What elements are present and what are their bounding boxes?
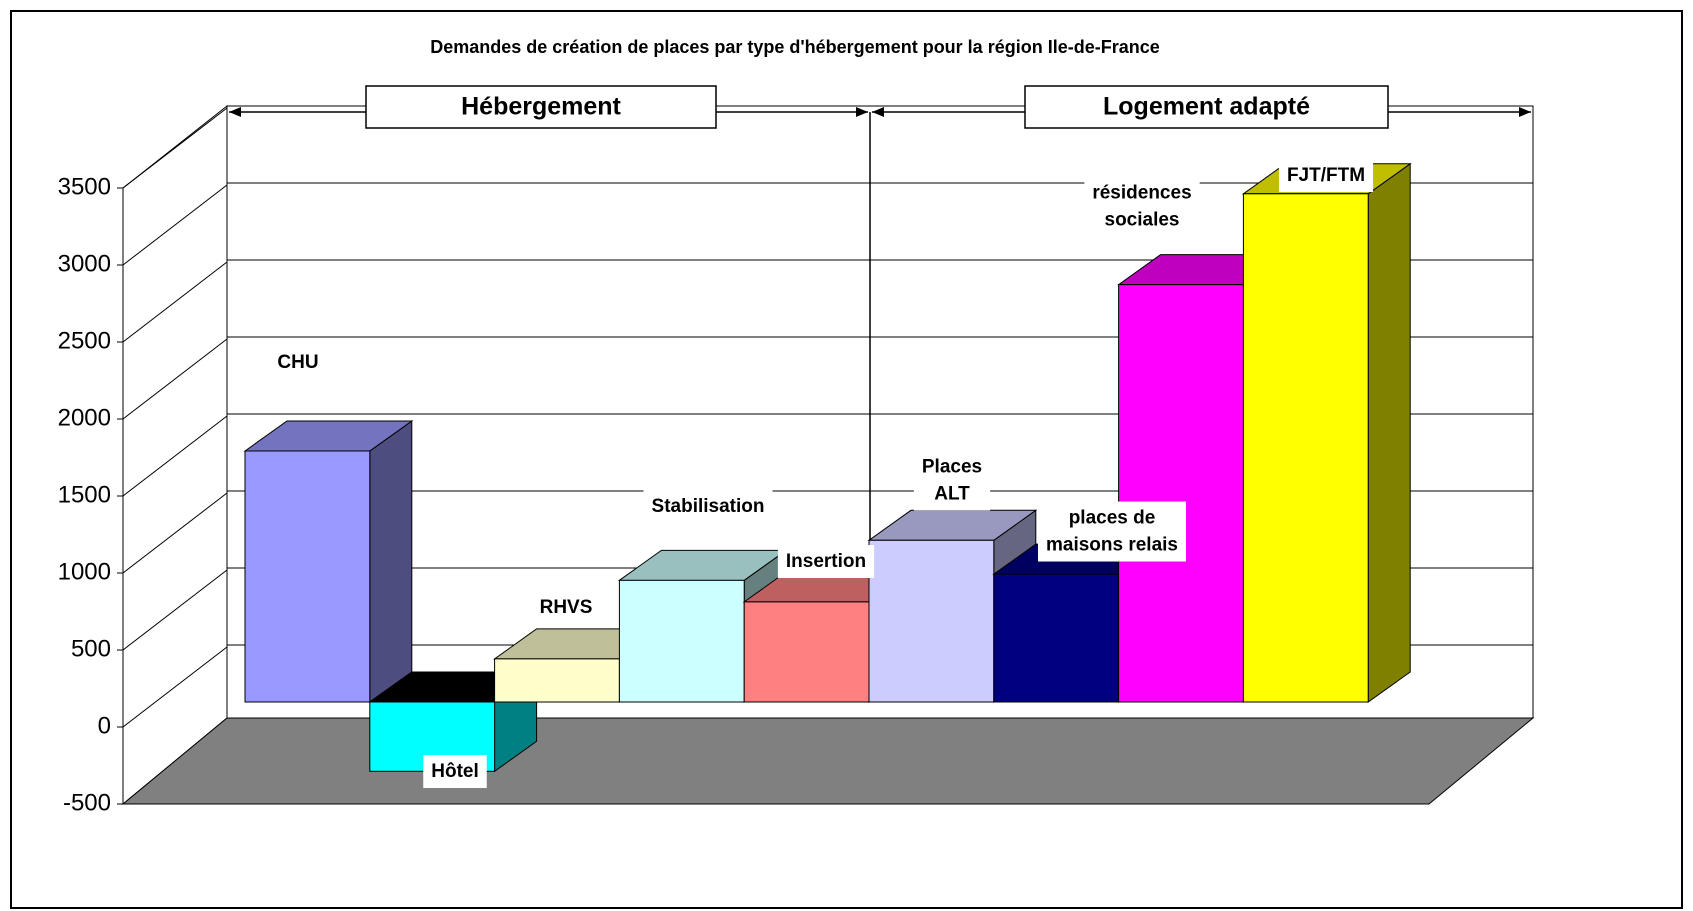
grid-line [122, 107, 228, 189]
data-label-bg [913, 450, 991, 511]
data-label: Stabilisation [652, 496, 765, 517]
chart-title: Demandes de création de places par type … [430, 37, 1159, 57]
data-label: résidences sociales [1092, 183, 1191, 231]
y-tick-label: 500 [71, 635, 111, 662]
data-label-line: ALT [934, 484, 970, 505]
arrow-head [872, 107, 884, 117]
data-label-line: Places [922, 457, 982, 478]
data-label-line: maisons relais [1046, 535, 1178, 556]
y-tick-label: 2500 [58, 327, 111, 354]
data-label-group: Stabilisation [643, 490, 773, 524]
data-label-group: Places ALT [913, 450, 991, 511]
bar-side [1367, 162, 1411, 703]
data-label-line: RHVS [540, 597, 593, 618]
data-label-line: Insertion [786, 551, 866, 572]
y-tick-label: 1000 [58, 558, 111, 585]
data-label-group: résidences sociales [1084, 176, 1200, 237]
group-box [1024, 85, 1389, 129]
y-tick-label: -500 [63, 789, 111, 816]
bar [1242, 193, 1369, 703]
grid-line [122, 184, 228, 266]
y-tick-label: 2000 [58, 404, 111, 431]
y-tick-label: 1500 [58, 481, 111, 508]
arrow-head [1519, 107, 1531, 117]
grid-line [122, 569, 228, 651]
data-label: Insertion [786, 551, 866, 572]
bar [743, 601, 870, 703]
data-label-line: résidences [1092, 183, 1191, 204]
bar [494, 658, 620, 703]
data-label-line: Hôtel [431, 761, 479, 782]
y-tick-label: 0 [98, 712, 111, 739]
data-label-bg [269, 346, 327, 380]
bar [993, 573, 1120, 703]
side-wall [122, 104, 228, 806]
bar [618, 579, 745, 703]
data-label-line: sociales [1105, 210, 1180, 231]
data-label-group: Hôtel [423, 755, 487, 789]
bar [244, 450, 371, 703]
bar [1118, 284, 1244, 703]
data-label: FJT/FTM [1287, 165, 1365, 186]
data-label-group: FJT/FTM [1278, 159, 1374, 193]
bar-side [369, 420, 413, 703]
grid-line [122, 261, 228, 343]
grid-line [122, 338, 228, 420]
grid-line [122, 415, 228, 497]
arrow-head [856, 107, 868, 117]
data-label-bg [531, 591, 601, 625]
data-label-line: FJT/FTM [1287, 165, 1365, 186]
data-label-bg [1037, 501, 1187, 562]
data-label-bg [643, 490, 773, 524]
grid-line [122, 646, 228, 728]
data-label: places de maisons relais [1046, 508, 1178, 556]
data-label-bg [777, 545, 875, 579]
data-label-bg [1278, 159, 1374, 193]
y-tick-label: 3500 [58, 173, 111, 200]
data-label-line: CHU [277, 352, 318, 373]
y-tick-label: 3000 [58, 250, 111, 277]
data-label-group: places de maisons relais [1037, 501, 1187, 562]
data-label-bg [423, 755, 487, 789]
data-label-group: RHVS [531, 591, 601, 625]
data-label: CHU [277, 352, 318, 373]
floor [121, 717, 1535, 805]
data-label: Places ALT [922, 457, 982, 505]
group-label: Hébergement [461, 93, 621, 121]
data-label-line: Stabilisation [652, 496, 765, 517]
group-box [365, 85, 717, 129]
grid-line [122, 492, 228, 574]
bar [868, 539, 995, 703]
data-label-group: CHU [269, 346, 327, 380]
data-label-group: Insertion [777, 545, 875, 579]
data-label: RHVS [540, 597, 593, 618]
group-label: Logement adapté [1103, 93, 1310, 121]
data-label-bg [1084, 176, 1200, 237]
arrow-head [229, 107, 241, 117]
data-label-line: places de [1069, 508, 1156, 529]
data-label: Hôtel [431, 761, 479, 782]
